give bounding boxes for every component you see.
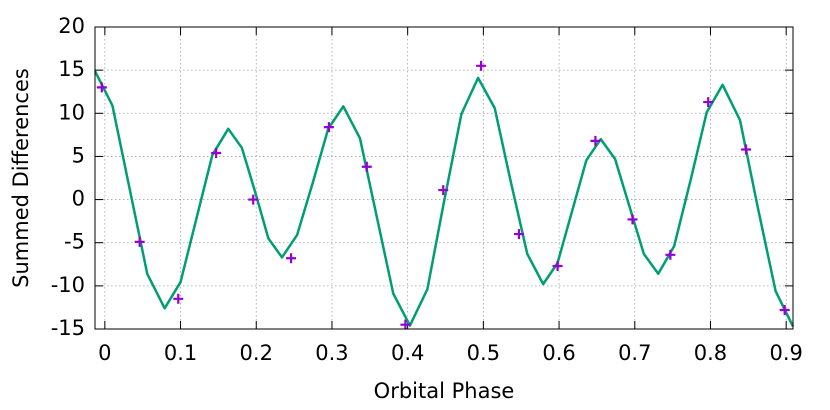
data-point [665,249,676,260]
y-tick-label: -5 [64,230,85,254]
x-tick-label: 0 [98,341,111,365]
data-point [96,82,107,93]
data-point [400,319,411,330]
y-tick-label: 20 [58,14,85,38]
y-tick-label: 10 [58,100,85,124]
x-tick-label: 0.9 [769,341,802,365]
data-point [513,229,524,240]
data-point [627,214,638,225]
data-point [703,97,714,108]
data-point [552,261,563,272]
x-tick-label: 0.4 [391,341,424,365]
y-tick-label: -15 [51,316,85,340]
y-tick-label: 5 [72,143,85,167]
data-point [590,135,601,146]
x-tick-label: 0.8 [694,341,727,365]
data-point [248,194,259,205]
data-point [323,122,334,133]
data-point [211,147,222,158]
x-tick-label: 0.3 [315,341,348,365]
x-tick-label: 0.7 [618,341,651,365]
data-line [93,70,795,327]
data-point [286,253,297,264]
data-point [741,144,752,155]
x-axis-label: Orbital Phase [374,379,515,403]
data-point [476,60,487,71]
data-point [134,236,145,247]
plot-border [94,26,794,330]
data-point [361,161,372,172]
data-point [779,305,790,316]
y-axis-label: Summed Differences [9,68,33,288]
x-tick-label: 0.6 [542,341,575,365]
y-tick-label: 0 [72,187,85,211]
x-tick-label: 0.5 [467,341,500,365]
data-point [438,185,449,196]
y-tick-label: -10 [51,273,85,297]
x-tick-label: 0.1 [164,341,197,365]
y-tick-label: 15 [58,57,85,81]
data-point [173,293,184,304]
x-tick-label: 0.2 [240,341,273,365]
